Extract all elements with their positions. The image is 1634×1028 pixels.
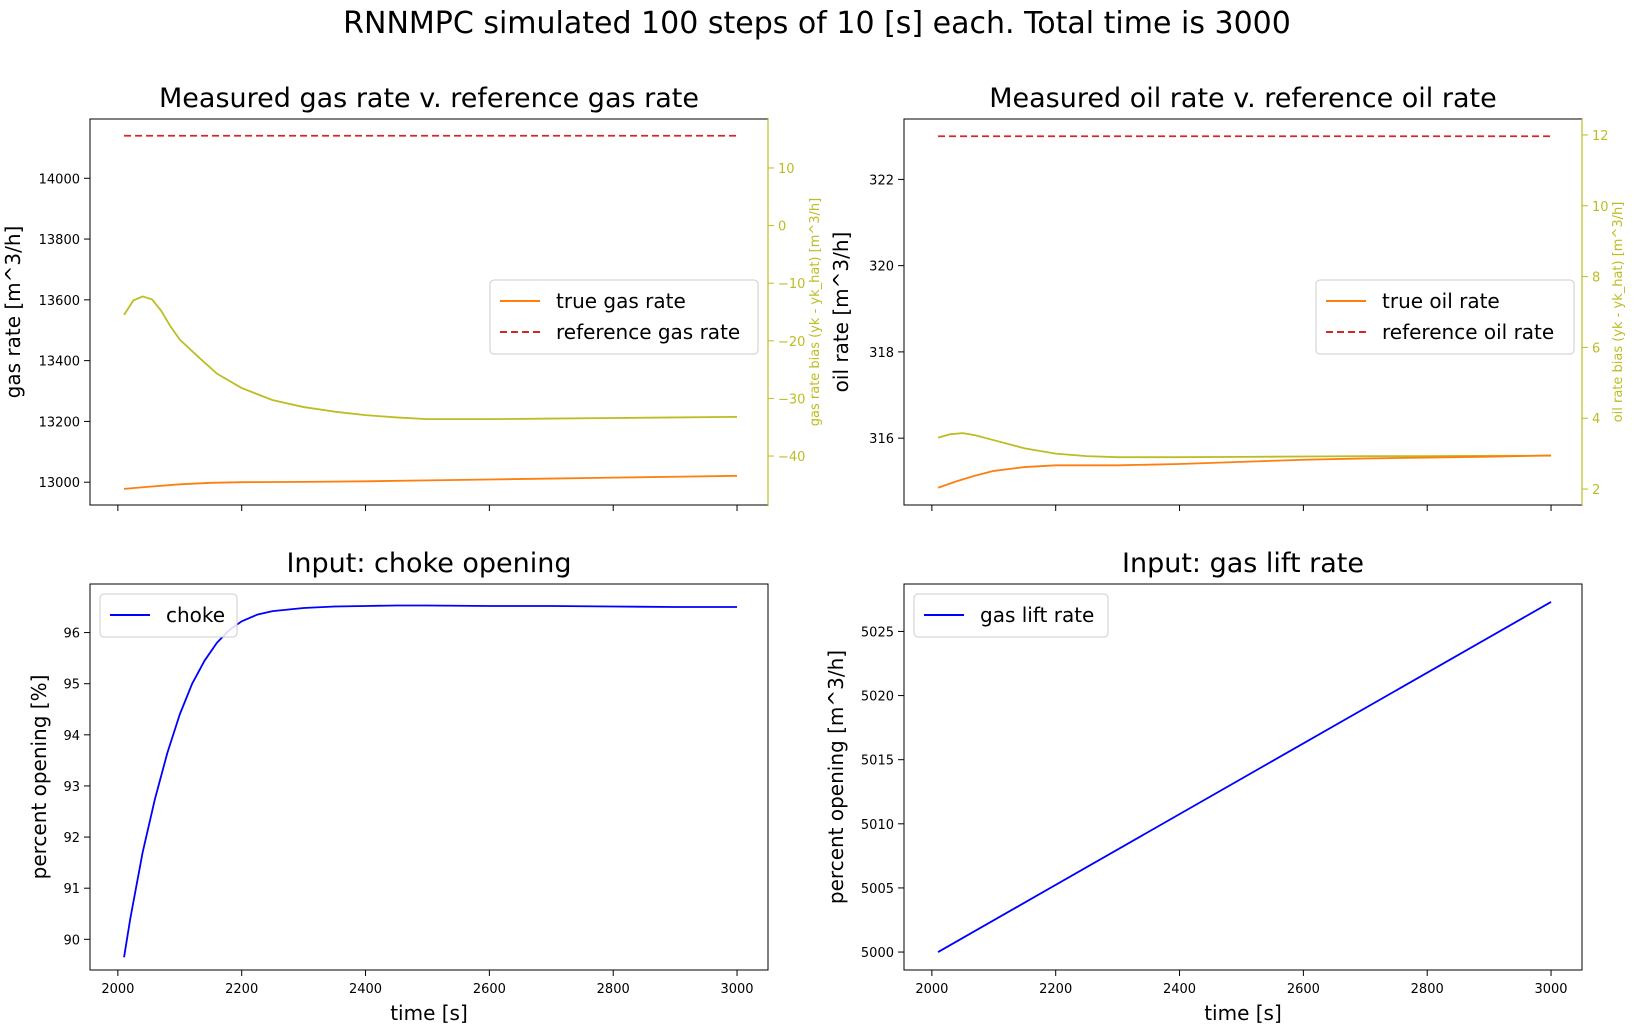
y2-tick-label: −20: [778, 335, 805, 350]
legend-label: true oil rate: [1382, 289, 1500, 313]
legend-label: gas lift rate: [980, 603, 1094, 627]
chart-title: Measured gas rate v. reference gas rate: [159, 83, 699, 114]
chart-gaslift: Input: gas lift rate 2000 2200 2400 2600 2800…: [824, 548, 1583, 1025]
y2-tick-label: −40: [778, 450, 805, 465]
y-tick-label: 91: [63, 882, 80, 897]
legend-box: [1315, 279, 1575, 355]
y-tick-label: 316: [869, 432, 894, 447]
y-tick-label: 5025: [861, 625, 894, 640]
chart-title: Input: gas lift rate: [1122, 548, 1364, 579]
y-tick-label: 14000: [39, 172, 80, 187]
x-tick-label: 2600: [1287, 982, 1320, 997]
x-tick-label: 2600: [473, 982, 506, 997]
y-axis-label: oil rate [m^3/h]: [829, 232, 853, 393]
axes-frame: [89, 583, 769, 971]
x-axis-label: time [s]: [1204, 1001, 1282, 1025]
y-tick-label: 13400: [39, 355, 80, 370]
chart-title: Input: choke opening: [286, 548, 571, 579]
x-tick-label: 2800: [1411, 982, 1444, 997]
y2-tick-label: 8: [1592, 271, 1600, 286]
y-tick-label: 92: [63, 831, 80, 846]
y2-tick-label: 0: [778, 220, 786, 235]
y-tick-label: 13600: [39, 294, 80, 309]
y2-tick-label: 12: [1592, 129, 1609, 144]
y-tick-label: 5005: [861, 882, 894, 897]
y2-axis-label: oil rate bias (yk - yk_hat) [m^3/h]: [1611, 202, 1626, 423]
chart-oil: Measured oil rate v. reference oil rate 3…: [829, 83, 1626, 511]
y-tick-label: 95: [63, 678, 80, 693]
legend-label: reference oil rate: [1382, 320, 1554, 344]
x-tick-label: 2800: [597, 982, 630, 997]
y2-tick-label: 10: [778, 162, 795, 177]
legend-box: [489, 279, 759, 355]
y-axis-label: percent opening [%]: [27, 675, 51, 880]
x-axis-label: time [s]: [390, 1001, 468, 1025]
x-tick-label: 2000: [915, 982, 948, 997]
y-axis-label: percent opening [m^3/h]: [824, 650, 848, 904]
legend: gas lift rate: [913, 593, 1109, 638]
x-tick-label: 3000: [720, 982, 753, 997]
x-tick-label: 2400: [1163, 982, 1196, 997]
y-tick-label: 13200: [39, 415, 80, 430]
x-tick-label: 2200: [1039, 982, 1072, 997]
legend: true gas rate reference gas rate: [489, 279, 759, 355]
x-tick-label: 2200: [225, 982, 258, 997]
legend-label: reference gas rate: [556, 320, 740, 344]
y-tick-label: 94: [63, 729, 80, 744]
y2-tick-label: 4: [1592, 412, 1600, 427]
chart-choke: Input: choke opening 2000 2200 2400 2600 2800…: [27, 548, 769, 1025]
legend-box: [913, 593, 1109, 638]
bias-series-line: [123, 295, 738, 421]
y-tick-label: 320: [869, 260, 894, 275]
series-line-true-oil-rate: [937, 454, 1552, 489]
legend-label: choke: [166, 603, 225, 627]
y-tick-label: 5020: [861, 690, 894, 705]
figure-title: RNNMPC simulated 100 steps of 10 [s] eac…: [343, 6, 1291, 41]
y-tick-label: 13000: [39, 476, 80, 491]
y-tick-label: 5000: [861, 946, 894, 961]
y2-tick-label: 6: [1592, 341, 1600, 356]
y2-tick-label: −10: [778, 277, 805, 292]
y-axis-label: gas rate [m^3/h]: [1, 226, 25, 399]
series-line-true-gas-rate: [123, 474, 738, 490]
x-tick-label: 2000: [101, 982, 134, 997]
y-tick-label: 5015: [861, 754, 894, 769]
y-tick-label: 93: [63, 780, 80, 795]
y2-tick-label: 2: [1592, 483, 1600, 498]
legend: choke: [99, 593, 238, 638]
bias-series-line: [937, 432, 1552, 459]
chart-gas: Measured gas rate v. reference gas rate 1…: [1, 83, 823, 511]
y2-tick-label: 10: [1592, 200, 1609, 215]
y-tick-label: 13800: [39, 233, 80, 248]
legend-label: true gas rate: [556, 289, 686, 313]
y-tick-label: 5010: [861, 818, 894, 833]
series-line-gas-lift-rate: [937, 601, 1552, 953]
y-tick-label: 318: [869, 346, 894, 361]
y-tick-label: 96: [63, 627, 80, 642]
series-line-choke: [123, 604, 738, 958]
y2-tick-label: −30: [778, 392, 805, 407]
axes-frame: [903, 583, 1583, 971]
x-tick-label: 3000: [1534, 982, 1567, 997]
y-tick-label: 322: [869, 173, 894, 188]
y2-axis-label: gas rate bias (yk - yk_hat) [m^3/h]: [808, 198, 823, 426]
legend-box: [99, 593, 238, 638]
y-tick-label: 90: [63, 933, 80, 948]
legend: true oil rate reference oil rate: [1315, 279, 1575, 355]
chart-title: Measured oil rate v. reference oil rate: [989, 83, 1497, 114]
x-tick-label: 2400: [349, 982, 382, 997]
